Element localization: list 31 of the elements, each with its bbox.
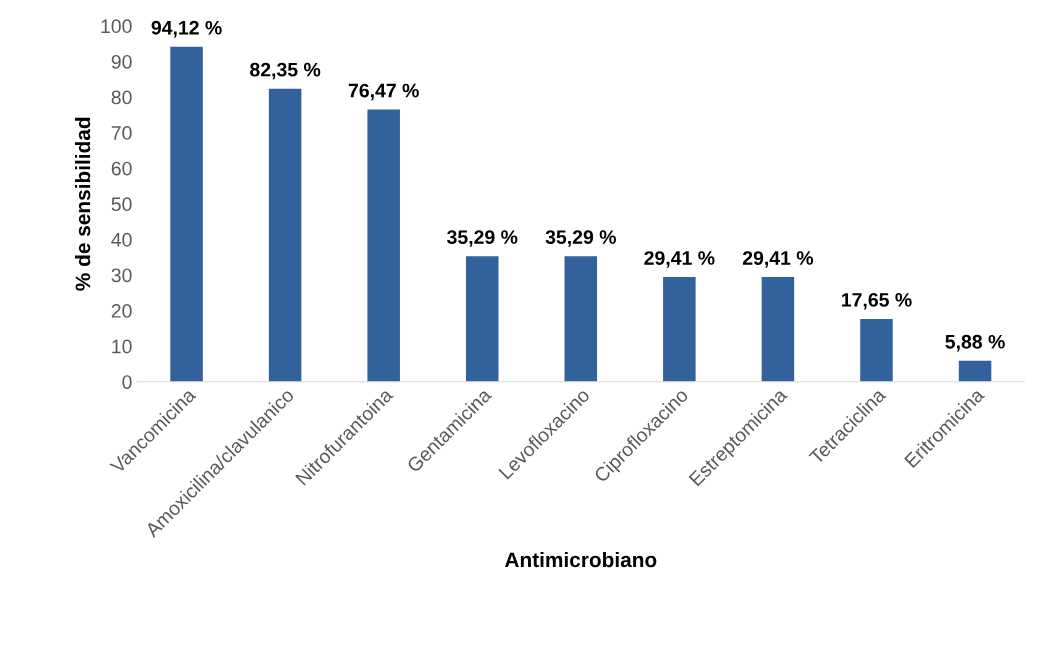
bar [465, 256, 499, 382]
y-tick-label: 30 [111, 268, 132, 283]
y-tick-label: 100 [101, 19, 132, 34]
data-label: 94,12 % [151, 20, 222, 38]
data-label: 29,41 % [742, 251, 814, 268]
data-label: 5,88 % [945, 334, 1005, 352]
bar [761, 277, 795, 382]
y-tick-label: 10 [112, 339, 132, 354]
data-label: 82,35 % [250, 62, 321, 80]
bar [564, 256, 598, 382]
y-tick-label: 0 [122, 375, 132, 389]
y-tick-label: 60 [111, 161, 132, 176]
y-tick-label: 50 [111, 197, 132, 212]
y-tick-label: 20 [111, 304, 132, 318]
data-label: 35,29 % [545, 230, 616, 247]
data-label: 76,47 % [348, 83, 419, 101]
bar [860, 318, 893, 382]
bar [367, 109, 400, 382]
data-label: 29,41 % [644, 251, 715, 268]
x-axis-title: Antimicrobiano [504, 551, 657, 568]
data-label: 35,29 % [447, 230, 518, 247]
y-axis-title: % de sensibilidad [75, 117, 91, 291]
y-tick-label: 70 [111, 126, 132, 140]
bar [170, 46, 203, 382]
bar [958, 360, 992, 382]
bar [663, 277, 696, 382]
y-tick-label: 40 [111, 232, 132, 247]
y-tick-label: 80 [111, 90, 132, 105]
bar [268, 88, 302, 382]
y-tick-label: 90 [111, 54, 132, 69]
data-label: 17,65 % [842, 292, 912, 310]
